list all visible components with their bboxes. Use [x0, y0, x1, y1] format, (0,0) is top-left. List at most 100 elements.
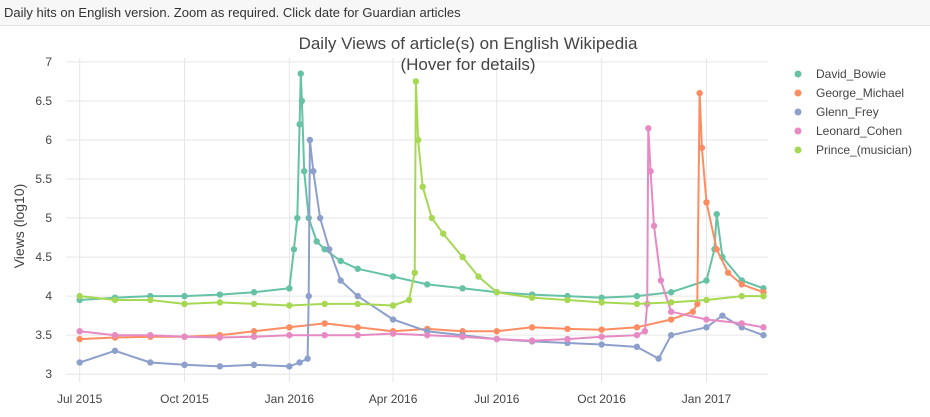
- data-point[interactable]: [493, 289, 500, 296]
- data-point[interactable]: [713, 210, 720, 218]
- data-point[interactable]: [306, 136, 314, 144]
- data-point[interactable]: [633, 292, 641, 300]
- data-point[interactable]: [440, 230, 447, 237]
- data-point[interactable]: [354, 265, 361, 272]
- data-point[interactable]: [424, 331, 431, 339]
- data-point[interactable]: [354, 300, 361, 308]
- data-point[interactable]: [216, 291, 224, 298]
- series-prince-musician-[interactable]: [76, 78, 767, 309]
- data-point[interactable]: [250, 289, 258, 296]
- data-point[interactable]: [298, 97, 306, 105]
- data-point[interactable]: [300, 168, 308, 175]
- data-point[interactable]: [633, 343, 641, 351]
- legend-item[interactable]: Glenn_Frey: [794, 105, 879, 119]
- data-point[interactable]: [304, 355, 311, 362]
- data-point[interactable]: [703, 277, 710, 284]
- data-point[interactable]: [667, 316, 675, 323]
- data-point[interactable]: [296, 121, 303, 128]
- data-point[interactable]: [738, 320, 745, 327]
- data-point[interactable]: [389, 330, 397, 337]
- data-point[interactable]: [321, 331, 328, 339]
- legend-item[interactable]: Leonard_Cohen: [794, 124, 903, 138]
- legend-item[interactable]: Prince_(musician): [794, 143, 913, 157]
- data-point[interactable]: [405, 296, 413, 304]
- data-point[interactable]: [296, 359, 303, 366]
- data-point[interactable]: [703, 324, 710, 331]
- data-point[interactable]: [313, 238, 320, 245]
- data-point[interactable]: [719, 312, 726, 319]
- data-point[interactable]: [111, 347, 119, 354]
- legend[interactable]: David_Bowie George_Michael Glenn_Frey Leona…: [794, 67, 913, 157]
- data-point[interactable]: [411, 269, 418, 276]
- data-point[interactable]: [703, 316, 710, 323]
- data-point[interactable]: [698, 144, 706, 151]
- data-point[interactable]: [641, 328, 649, 335]
- data-point[interactable]: [305, 292, 312, 300]
- data-point[interactable]: [76, 292, 83, 300]
- data-point[interactable]: [286, 285, 293, 292]
- data-point[interactable]: [321, 246, 328, 253]
- data-point[interactable]: [414, 136, 422, 144]
- data-point[interactable]: [459, 285, 466, 292]
- data-point[interactable]: [633, 331, 641, 339]
- data-point[interactable]: [354, 292, 361, 300]
- data-point[interactable]: [689, 308, 696, 315]
- data-point[interactable]: [147, 331, 154, 339]
- data-point[interactable]: [459, 333, 466, 340]
- data-point[interactable]: [286, 324, 293, 331]
- data-point[interactable]: [760, 292, 767, 300]
- data-point[interactable]: [647, 168, 654, 175]
- data-point[interactable]: [657, 277, 665, 284]
- data-point[interactable]: [650, 222, 658, 230]
- data-point[interactable]: [667, 331, 675, 339]
- data-point[interactable]: [655, 355, 662, 362]
- data-point[interactable]: [389, 302, 397, 309]
- data-point[interactable]: [696, 89, 703, 97]
- data-point[interactable]: [738, 292, 745, 300]
- data-point[interactable]: [286, 331, 293, 339]
- data-point[interactable]: [337, 277, 344, 284]
- data-point[interactable]: [459, 253, 466, 261]
- data-point[interactable]: [713, 246, 720, 253]
- series-line[interactable]: [79, 127, 764, 342]
- data-point[interactable]: [147, 359, 154, 366]
- data-point[interactable]: [724, 269, 732, 276]
- data-point[interactable]: [528, 337, 536, 344]
- data-point[interactable]: [250, 333, 258, 340]
- data-point[interactable]: [493, 328, 500, 335]
- data-point[interactable]: [250, 328, 258, 335]
- data-point[interactable]: [428, 214, 436, 222]
- series-line[interactable]: [79, 139, 764, 368]
- data-point[interactable]: [297, 70, 304, 77]
- data-point[interactable]: [76, 335, 83, 343]
- data-point[interactable]: [354, 331, 361, 339]
- data-point[interactable]: [290, 246, 298, 253]
- data-point[interactable]: [181, 361, 188, 369]
- data-point[interactable]: [321, 320, 328, 327]
- data-point[interactable]: [216, 299, 224, 306]
- data-point[interactable]: [181, 292, 188, 300]
- data-point[interactable]: [111, 331, 119, 339]
- data-point[interactable]: [760, 331, 767, 339]
- data-point[interactable]: [76, 359, 83, 366]
- data-point[interactable]: [337, 257, 344, 265]
- legend-item[interactable]: David_Bowie: [794, 67, 887, 81]
- data-point[interactable]: [419, 183, 426, 191]
- data-point[interactable]: [475, 273, 482, 280]
- data-point[interactable]: [528, 324, 536, 331]
- data-point[interactable]: [147, 296, 154, 304]
- data-point[interactable]: [667, 289, 675, 296]
- data-point[interactable]: [389, 316, 397, 323]
- plot-area[interactable]: [76, 70, 767, 370]
- series-george-michael[interactable]: [76, 89, 767, 343]
- data-point[interactable]: [564, 325, 571, 333]
- data-point[interactable]: [564, 335, 571, 343]
- legend-item[interactable]: George_Michael: [794, 86, 905, 100]
- data-point[interactable]: [326, 246, 333, 253]
- data-point[interactable]: [703, 296, 710, 304]
- data-point[interactable]: [598, 299, 605, 306]
- data-point[interactable]: [216, 363, 224, 370]
- data-point[interactable]: [250, 300, 258, 308]
- data-point[interactable]: [310, 168, 317, 175]
- data-point[interactable]: [564, 296, 571, 304]
